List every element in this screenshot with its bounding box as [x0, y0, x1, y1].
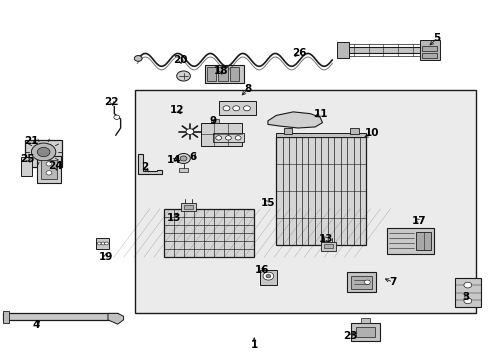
Bar	[206, 67, 216, 81]
Bar	[339, 47, 431, 53]
Bar	[25, 140, 62, 167]
Circle shape	[101, 242, 105, 245]
Text: 25: 25	[20, 154, 35, 164]
Circle shape	[235, 136, 241, 140]
Circle shape	[225, 136, 231, 140]
Bar	[415, 231, 430, 249]
Bar	[259, 270, 277, 285]
Text: 13: 13	[166, 213, 181, 222]
Bar	[219, 101, 255, 116]
Bar	[349, 128, 358, 134]
Text: 9: 9	[209, 116, 216, 126]
Bar	[37, 156, 61, 183]
Circle shape	[185, 129, 193, 134]
Text: 1: 1	[250, 340, 257, 350]
Text: 21: 21	[23, 136, 38, 146]
Text: 12: 12	[170, 105, 184, 115]
Bar	[21, 157, 32, 176]
Bar	[422, 53, 436, 58]
Text: 3: 3	[462, 292, 469, 302]
Polygon shape	[267, 112, 322, 128]
Bar	[213, 119, 219, 123]
Text: 14: 14	[166, 155, 181, 165]
Circle shape	[134, 55, 142, 61]
Bar	[283, 128, 292, 134]
Bar	[360, 319, 369, 323]
Text: 22: 22	[104, 97, 119, 107]
Text: 2: 2	[141, 162, 148, 172]
Bar	[183, 205, 192, 209]
Circle shape	[37, 147, 50, 157]
Bar	[135, 90, 475, 313]
Circle shape	[463, 282, 471, 288]
Circle shape	[223, 106, 229, 111]
Bar	[229, 67, 239, 81]
Text: 8: 8	[244, 84, 251, 94]
Bar	[41, 159, 57, 179]
Bar	[321, 242, 335, 251]
Circle shape	[243, 106, 250, 111]
Bar	[3, 311, 9, 323]
Bar	[96, 238, 109, 249]
Circle shape	[176, 153, 190, 163]
Text: 24: 24	[48, 161, 62, 171]
Circle shape	[97, 242, 101, 245]
Text: 7: 7	[389, 277, 396, 287]
Text: 16: 16	[254, 265, 268, 275]
Bar	[339, 44, 431, 56]
Text: 4: 4	[32, 320, 40, 330]
Circle shape	[114, 115, 120, 120]
Bar	[336, 42, 348, 58]
Text: 19: 19	[98, 252, 113, 262]
Circle shape	[265, 274, 270, 278]
Bar	[350, 323, 379, 341]
Bar	[163, 209, 254, 257]
Bar	[276, 137, 366, 244]
Bar	[204, 64, 243, 83]
Circle shape	[180, 156, 186, 161]
Bar	[386, 228, 433, 253]
Circle shape	[463, 298, 471, 304]
Text: 5: 5	[432, 33, 440, 43]
Text: 6: 6	[189, 152, 197, 162]
Bar	[3, 314, 118, 320]
Circle shape	[104, 242, 108, 245]
Bar	[346, 272, 375, 292]
Bar	[422, 45, 436, 51]
Circle shape	[263, 272, 273, 280]
Bar	[178, 168, 188, 172]
Text: 26: 26	[291, 48, 306, 58]
Bar	[350, 276, 371, 289]
Circle shape	[215, 136, 221, 140]
Circle shape	[364, 280, 369, 284]
Bar	[419, 40, 439, 60]
Text: 13: 13	[319, 234, 333, 244]
Text: 18: 18	[213, 66, 228, 76]
Circle shape	[46, 171, 52, 175]
Text: 11: 11	[314, 109, 328, 119]
Bar	[355, 327, 374, 337]
Circle shape	[232, 106, 239, 111]
Text: 15: 15	[260, 198, 275, 208]
Text: 23: 23	[343, 331, 357, 341]
Bar	[181, 203, 195, 211]
Bar	[276, 133, 366, 137]
Circle shape	[31, 143, 56, 161]
Text: 17: 17	[411, 216, 426, 226]
Polygon shape	[108, 314, 123, 324]
Bar	[218, 67, 227, 81]
Circle shape	[176, 71, 190, 81]
Text: 20: 20	[173, 55, 187, 65]
Bar	[200, 123, 242, 146]
Text: 10: 10	[364, 129, 379, 138]
Circle shape	[46, 162, 52, 166]
Polygon shape	[138, 154, 161, 174]
Bar	[324, 244, 332, 248]
Bar	[454, 278, 480, 307]
Bar	[212, 134, 244, 142]
